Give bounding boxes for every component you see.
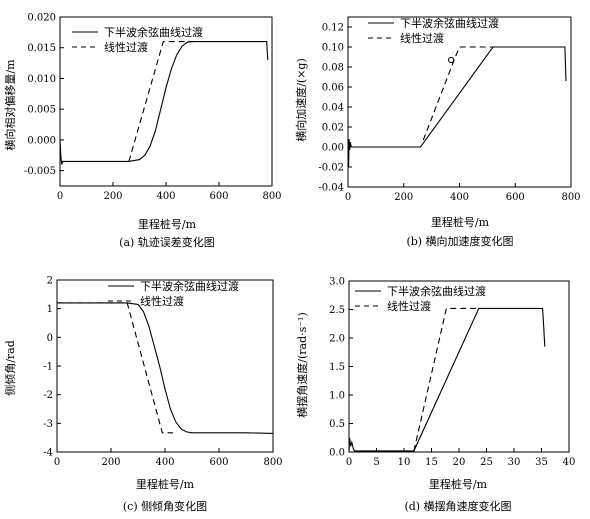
panel-a-ylabel: 横向相对偏移量/m [3,59,17,151]
panel-c-caption: (c) 侧倾角变化图 [123,499,207,513]
panel-d-caption: (d) 横摆角速度变化图 [404,499,511,513]
x-tick-label: 0 [54,457,60,468]
series-line-cosine [57,302,274,434]
y-tick-label: 1.0 [329,391,345,402]
y-tick-label: 2.0 [329,334,345,345]
y-tick-label: 0.020 [27,13,56,24]
panel-d-xlabel: 里程桩号/m [429,477,488,491]
y-tick-label: 0.08 [322,63,344,74]
y-tick-label: 0.005 [27,105,56,116]
legend-label: 下半波余弦曲线过渡 [104,25,203,39]
y-tick-label: -0.04 [318,183,344,194]
series-line-cosine [348,307,546,453]
y-tick-label: 0.00 [322,143,344,154]
y-tick-label: -0.005 [24,166,56,177]
legend-label: 线性过渡 [140,294,184,308]
plot-frame [347,16,572,188]
y-tick-label: -4 [43,448,53,459]
panel-b: 横向加速度/(×g) 里程桩号/m (b) 横向加速度变化图 0 200 400 60… [294,16,581,248]
series-line-linear [422,46,493,141]
y-tick-label: -0.02 [318,163,344,174]
x-tick-label: 800 [262,191,281,202]
panel-c-ylabel: 侧倾角/rad [4,340,17,396]
legend-label: 下半波余弦曲线过渡 [140,279,239,293]
y-tick-label: 0.000 [27,135,56,146]
y-tick-label: 0.10 [322,43,344,54]
x-tick-label: 200 [103,191,122,202]
y-tick-label: -3 [43,419,53,430]
y-tick-label: 0 [47,333,53,344]
y-tick-label: 0.015 [27,43,56,54]
y-tick-label: 1.5 [329,362,345,373]
x-tick-label: 30 [508,457,521,468]
x-tick-label: 600 [209,191,228,202]
y-tick-label: 0.02 [322,123,344,134]
legend-label: 线性过渡 [400,31,444,45]
panel-b-caption: (b) 横向加速度变化图 [406,234,513,248]
y-tick-label: -2 [43,390,53,401]
y-tick-label: 1 [47,304,53,315]
x-tick-label: 0 [345,192,351,203]
y-tick-label: 0.04 [322,103,344,114]
legend-label: 线性过渡 [104,40,148,54]
plot-frame [348,280,570,453]
x-tick-label: 400 [450,192,469,203]
panel-c: 侧倾角/rad 里程桩号/m (c) 侧倾角变化图 0 200 400 600 800 -… [4,276,283,514]
x-tick-label: 0 [57,191,63,202]
panel-d: 横摆角速度/(rad·s⁻¹) 里程桩号/m (d) 横摆角速度变化图 0 5 10… [295,277,575,514]
series-line-linear [128,41,198,162]
panel-b-ylabel: 横向加速度/(×g) [294,58,308,142]
x-tick-label: 600 [506,192,525,203]
x-tick-label: 10 [398,457,411,468]
y-tick-label: -1 [43,362,53,373]
legend-label: 下半波余弦曲线过渡 [387,284,486,298]
x-tick-label: 400 [155,457,174,468]
x-tick-label: 20 [453,457,466,468]
y-tick-label: 0.5 [329,419,345,430]
panel-a-xlabel: 里程桩号/m [138,217,197,231]
y-tick-label: 0.010 [27,74,56,85]
x-tick-label: 0 [346,457,352,468]
y-tick-label: 0.0 [329,448,345,459]
panel-c-xlabel: 里程桩号/m [136,477,195,491]
y-tick-label: 2.5 [329,305,345,316]
x-tick-label: 200 [394,192,413,203]
x-tick-label: 5 [373,457,379,468]
series-line-linear [57,302,174,434]
x-tick-label: 200 [101,457,120,468]
x-tick-label: 25 [480,457,493,468]
panel-d-ylabel: 横摆角速度/(rad·s⁻¹) [295,312,309,418]
x-tick-label: 400 [156,191,175,202]
y-tick-label: 0.12 [322,23,344,34]
x-tick-label: 15 [425,457,438,468]
legend-label: 下半波余弦曲线过渡 [400,16,499,30]
series-line-cosine [59,41,269,165]
legend-label: 线性过渡 [387,299,431,313]
panel-a: 横向相对偏移量/m 里程桩号/m (a) 轨迹误差变化图 0 200 400 600 8… [3,13,282,250]
x-tick-label: 800 [561,192,580,203]
x-tick-label: 40 [563,457,576,468]
series-line-cosine [347,46,567,168]
data-marker [448,56,455,64]
panel-b-xlabel: 里程桩号/m [431,215,490,229]
plot-frame [59,16,273,187]
panel-a-caption: (a) 轨迹误差变化图 [119,235,215,249]
x-tick-label: 35 [535,457,548,468]
x-tick-label: 800 [263,457,282,468]
y-tick-label: 2 [47,276,53,287]
y-tick-label: 0.06 [322,83,344,94]
y-tick-label: 3.0 [329,277,345,288]
x-tick-label: 600 [209,457,228,468]
